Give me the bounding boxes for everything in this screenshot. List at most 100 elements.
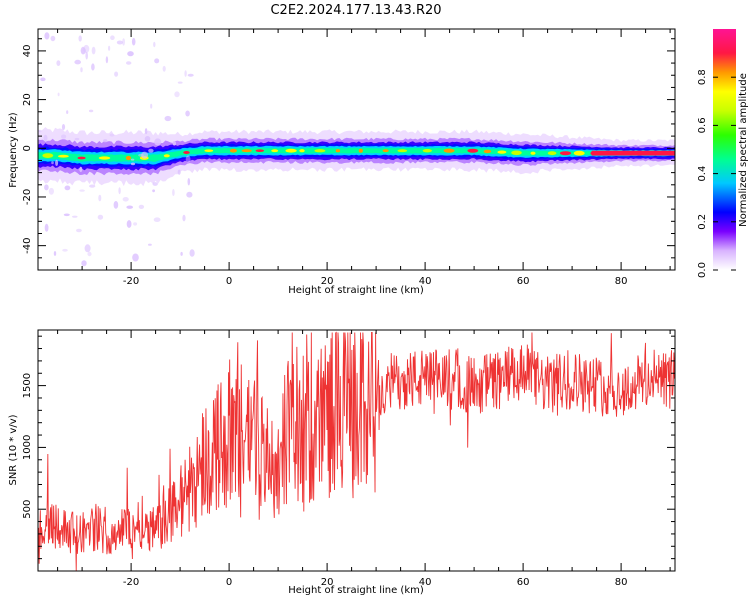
x-tick-label: 80 xyxy=(615,276,628,287)
spectrogram-hotspot xyxy=(255,149,264,152)
spectrogram-noise xyxy=(148,243,152,246)
spectrogram-hotspot xyxy=(229,148,237,153)
spectrogram-noise xyxy=(122,38,125,46)
spectrogram-noise xyxy=(133,222,138,226)
spectrogram-hotspot xyxy=(559,151,572,156)
snr-x-axis-label: Height of straight line (km) xyxy=(288,585,424,596)
spectrogram-noise xyxy=(79,189,85,192)
spectrogram-hotspot xyxy=(271,149,279,153)
colorbar-ticks: 0.0 0.2 0.4 0.6 0.8 xyxy=(697,69,736,278)
x-tick-label: 60 xyxy=(517,577,530,588)
spectrogram-noise xyxy=(105,56,109,64)
spectrogram-noise xyxy=(154,138,162,146)
spectrogram-noise xyxy=(126,205,133,209)
spectrogram-hotspot xyxy=(397,149,408,153)
spectrogram-noise xyxy=(144,128,148,135)
snr-series-line xyxy=(38,331,675,571)
spectrogram-noise xyxy=(185,155,191,163)
x-tick-label: 20 xyxy=(321,276,334,287)
spectrogram-noise xyxy=(51,161,54,165)
spectrogram-noise xyxy=(72,215,78,218)
spectrogram-hotspot xyxy=(299,149,305,153)
spectrogram-noise xyxy=(79,166,83,173)
spectrogram-noise xyxy=(97,214,104,220)
spectrogram-hotspot xyxy=(314,149,326,153)
spectrogram-noise xyxy=(84,244,91,253)
spectrogram-noise xyxy=(118,187,121,195)
spectrogram-hotspot xyxy=(42,153,54,159)
x-tick-label: 0 xyxy=(226,276,232,287)
spectrogram-noise xyxy=(116,40,123,45)
spectrogram-hotspot xyxy=(573,150,585,156)
snr-axes: -20 0 20 40 60 80 500 1000 1500 xyxy=(22,330,675,588)
snr-frame xyxy=(37,329,676,572)
spectrogram-hotspot xyxy=(57,154,69,158)
spectrogram-hotspot xyxy=(422,149,432,153)
colorbar-label: Normalized spectral amplitude xyxy=(738,73,749,227)
spectrogram-noise xyxy=(64,185,71,191)
spectrogram-noise xyxy=(44,184,49,191)
spectrogram-noise xyxy=(127,51,134,57)
spectrogram-noise xyxy=(177,81,183,84)
spectrogram-noise xyxy=(172,189,175,196)
spectrogram-noise xyxy=(164,115,172,122)
colorbar-tick-label: 0.2 xyxy=(697,214,708,230)
spectrogram-noise xyxy=(138,153,144,157)
spectrogram-noise xyxy=(162,65,166,72)
y-tick-label: 1500 xyxy=(22,373,33,398)
spectrogram-noise xyxy=(152,182,158,186)
spectrogram-hotspot xyxy=(467,148,479,153)
colorbar-tick-label: 0.0 xyxy=(697,262,708,278)
spectrogram-noise xyxy=(56,60,61,66)
x-tick-label: 40 xyxy=(419,276,432,287)
spectrogram-hotspot xyxy=(358,148,363,153)
spectrogram-noise xyxy=(172,141,176,146)
spectrogram-noise xyxy=(91,63,95,71)
spectrogram-noise xyxy=(53,251,57,256)
x-tick-label: 40 xyxy=(419,577,432,588)
colorbar-tick-label: 0.8 xyxy=(697,69,708,85)
spectrogram-noise xyxy=(74,137,80,141)
spectrogram-noise xyxy=(50,35,56,42)
spectrogram-noise xyxy=(184,70,187,77)
spectrogram-noise xyxy=(114,71,119,77)
spectrogram-noise xyxy=(38,129,42,133)
colorbar: 0.0 0.2 0.4 0.6 0.8 Normalized spectral ampl… xyxy=(697,29,749,278)
x-tick-label: 0 xyxy=(226,577,232,588)
spectrogram-noise xyxy=(152,189,156,193)
spectrogram-hotspot xyxy=(241,149,252,153)
spectrogram-noise xyxy=(144,136,151,142)
spectrogram-noise xyxy=(61,124,66,130)
spectrogram-y-axis-label: Frequency (Hz) xyxy=(8,112,19,188)
spectrogram-hotspot xyxy=(183,151,190,154)
spectrogram-noise xyxy=(109,133,115,137)
spectrogram-noise xyxy=(98,194,102,202)
spectrogram-hotspot xyxy=(547,151,557,156)
spectrogram-noise xyxy=(88,109,94,113)
y-tick-label: -20 xyxy=(22,189,33,205)
spectrogram-hotspot xyxy=(335,149,341,153)
spectrogram-noise xyxy=(80,67,83,73)
spectrogram-hotspot xyxy=(125,155,131,161)
y-tick-label: 0 xyxy=(22,145,33,151)
spectrogram-noise xyxy=(55,159,59,166)
spectrogram-frame xyxy=(37,28,676,271)
spectrogram-noise xyxy=(187,178,191,186)
spectrogram-noise xyxy=(87,251,92,257)
spectrogram-noise xyxy=(153,217,161,222)
spectrogram-hotband xyxy=(591,150,675,156)
colorbar-tick-label: 0.6 xyxy=(697,117,708,133)
spectrogram-noise xyxy=(91,46,96,55)
spectrogram-noise xyxy=(130,162,136,166)
spectrogram-noise xyxy=(141,151,149,159)
spectrogram-noise xyxy=(150,103,153,109)
spectrogram-hotspot xyxy=(443,148,455,153)
spectrogram-panel: -20 0 20 40 60 80 -40 -20 0 20 40 Height of straig… xyxy=(8,28,676,296)
x-tick-label: 20 xyxy=(321,577,334,588)
spectrogram-hotspot xyxy=(382,149,389,153)
spectrogram-noise xyxy=(66,110,69,114)
spectrogram-noise xyxy=(113,201,119,209)
spectrogram-noise xyxy=(132,253,139,262)
spectrogram-noise xyxy=(48,187,55,195)
